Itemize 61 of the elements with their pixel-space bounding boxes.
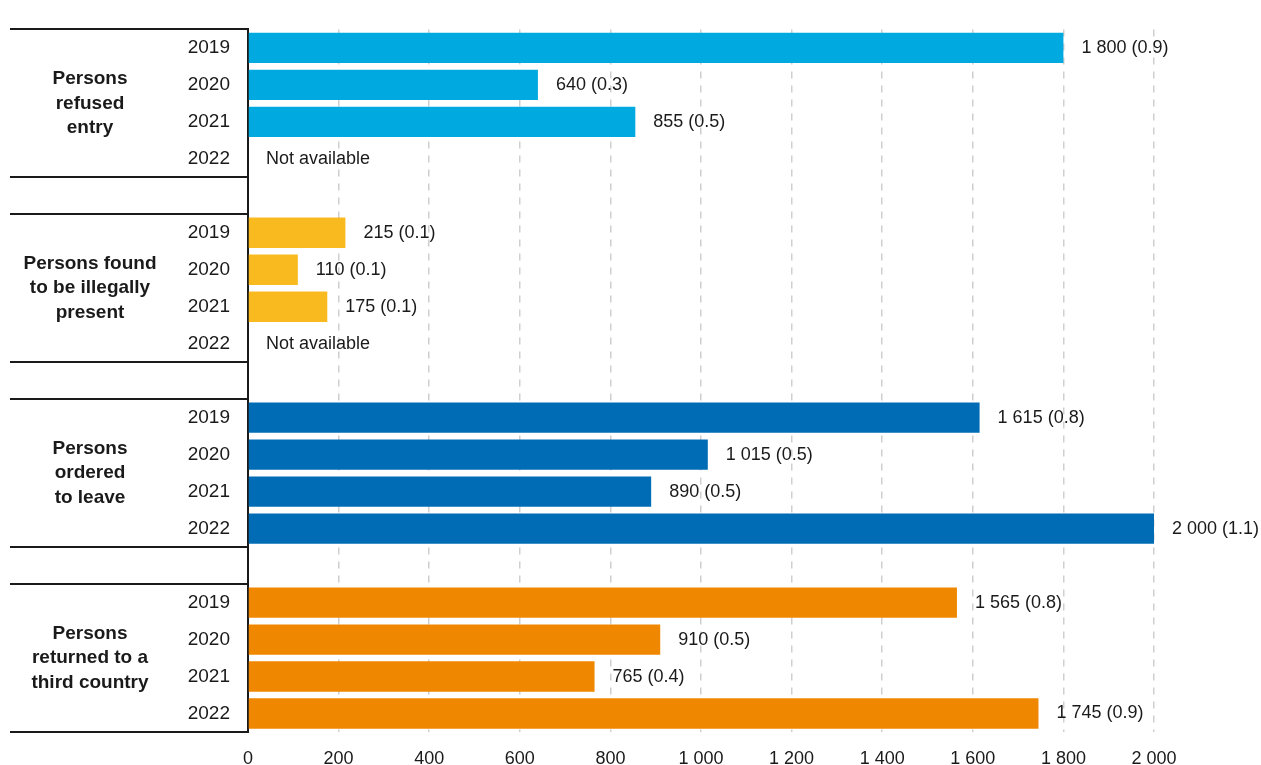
y-tick-label: 2022 <box>187 516 230 538</box>
text: Persons returned to a third country <box>31 621 150 692</box>
data-label: 640 (0.3) <box>555 73 628 94</box>
y-tick-label: 2022 <box>187 701 230 723</box>
bar <box>248 32 1064 64</box>
bar <box>248 513 1154 544</box>
bar <box>248 439 708 470</box>
x-tick-label: 1 400 <box>859 747 905 765</box>
text: Not available <box>266 332 371 353</box>
x-tick-label: 1 600 <box>950 747 996 765</box>
data-label: 2 000 (1.1) <box>1172 517 1260 538</box>
data-label: 910 (0.5) <box>678 628 751 649</box>
y-tick-label: 2020 <box>187 73 230 95</box>
bar <box>248 217 346 248</box>
y-tick-label: 2020 <box>187 258 230 279</box>
y-tick-label: 2022 <box>187 147 230 169</box>
bar <box>248 587 957 618</box>
y-tick-label: 2020 <box>187 442 230 464</box>
text: Persons refused entry <box>52 67 128 138</box>
data-label: 1 745 (0.9) <box>1056 702 1144 723</box>
data-label: 890 (0.5) <box>669 480 742 501</box>
y-tick-label: 2019 <box>187 590 230 612</box>
x-tick-label: 2 000 <box>1131 747 1177 765</box>
y-tick-label: 2019 <box>187 221 230 243</box>
x-tick-label: 1 800 <box>1040 747 1086 765</box>
x-tick-label: 200 <box>323 747 354 765</box>
y-tick-label: 2019 <box>187 405 230 427</box>
data-label: 855 (0.5) <box>653 110 726 131</box>
x-tick-label: 0 <box>242 747 254 765</box>
x-tick-label: 800 <box>595 747 626 765</box>
x-tick-label: 1 200 <box>769 747 815 765</box>
bar <box>248 69 538 101</box>
bar <box>248 402 980 433</box>
text: Persons ordered to leave <box>52 436 128 507</box>
y-tick-label: 2019 <box>187 36 230 58</box>
data-label: 1 565 (0.8) <box>974 591 1063 612</box>
bar <box>248 624 661 655</box>
data-label: 1 615 (0.8) <box>997 406 1085 427</box>
y-tick-label: 2022 <box>187 331 230 353</box>
data-label: 110 (0.1) <box>315 258 387 279</box>
bar <box>248 476 652 507</box>
y-tick-label: 2021 <box>187 479 230 501</box>
data-label: 1 800 (0.9) <box>1081 36 1169 57</box>
bar <box>248 661 595 692</box>
bar <box>248 106 636 138</box>
bar <box>248 254 298 285</box>
x-tick-label: 1 000 <box>678 747 724 765</box>
text: Persons found to be illegally present <box>23 251 157 322</box>
data-label: 1 015 (0.5) <box>725 443 813 464</box>
x-tick-label: 400 <box>414 747 445 765</box>
data-label: 765 (0.4) <box>612 665 685 686</box>
y-tick-label: 2021 <box>187 110 230 132</box>
x-tick-label: 600 <box>504 747 535 765</box>
y-tick-label: 2021 <box>187 294 230 316</box>
data-label: 215 (0.1) <box>363 221 436 242</box>
y-tick-label: 2020 <box>187 627 230 649</box>
y-tick-label: 2021 <box>187 664 230 686</box>
text: Not available <box>266 147 371 168</box>
bar <box>248 291 328 322</box>
data-label: 175 (0.1) <box>345 295 418 316</box>
bar <box>248 698 1039 729</box>
